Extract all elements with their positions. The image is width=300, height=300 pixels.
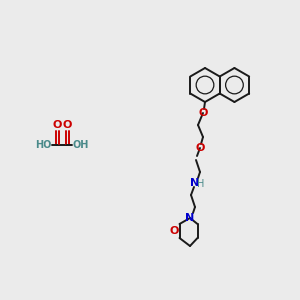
Text: H: H <box>197 179 205 189</box>
Text: O: O <box>170 226 179 236</box>
Text: O: O <box>62 120 72 130</box>
Text: O: O <box>52 120 62 130</box>
Text: N: N <box>190 178 200 188</box>
Text: O: O <box>195 143 205 153</box>
Text: N: N <box>185 213 195 223</box>
Text: OH: OH <box>73 140 89 150</box>
Text: HO: HO <box>35 140 51 150</box>
Text: O: O <box>198 108 208 118</box>
